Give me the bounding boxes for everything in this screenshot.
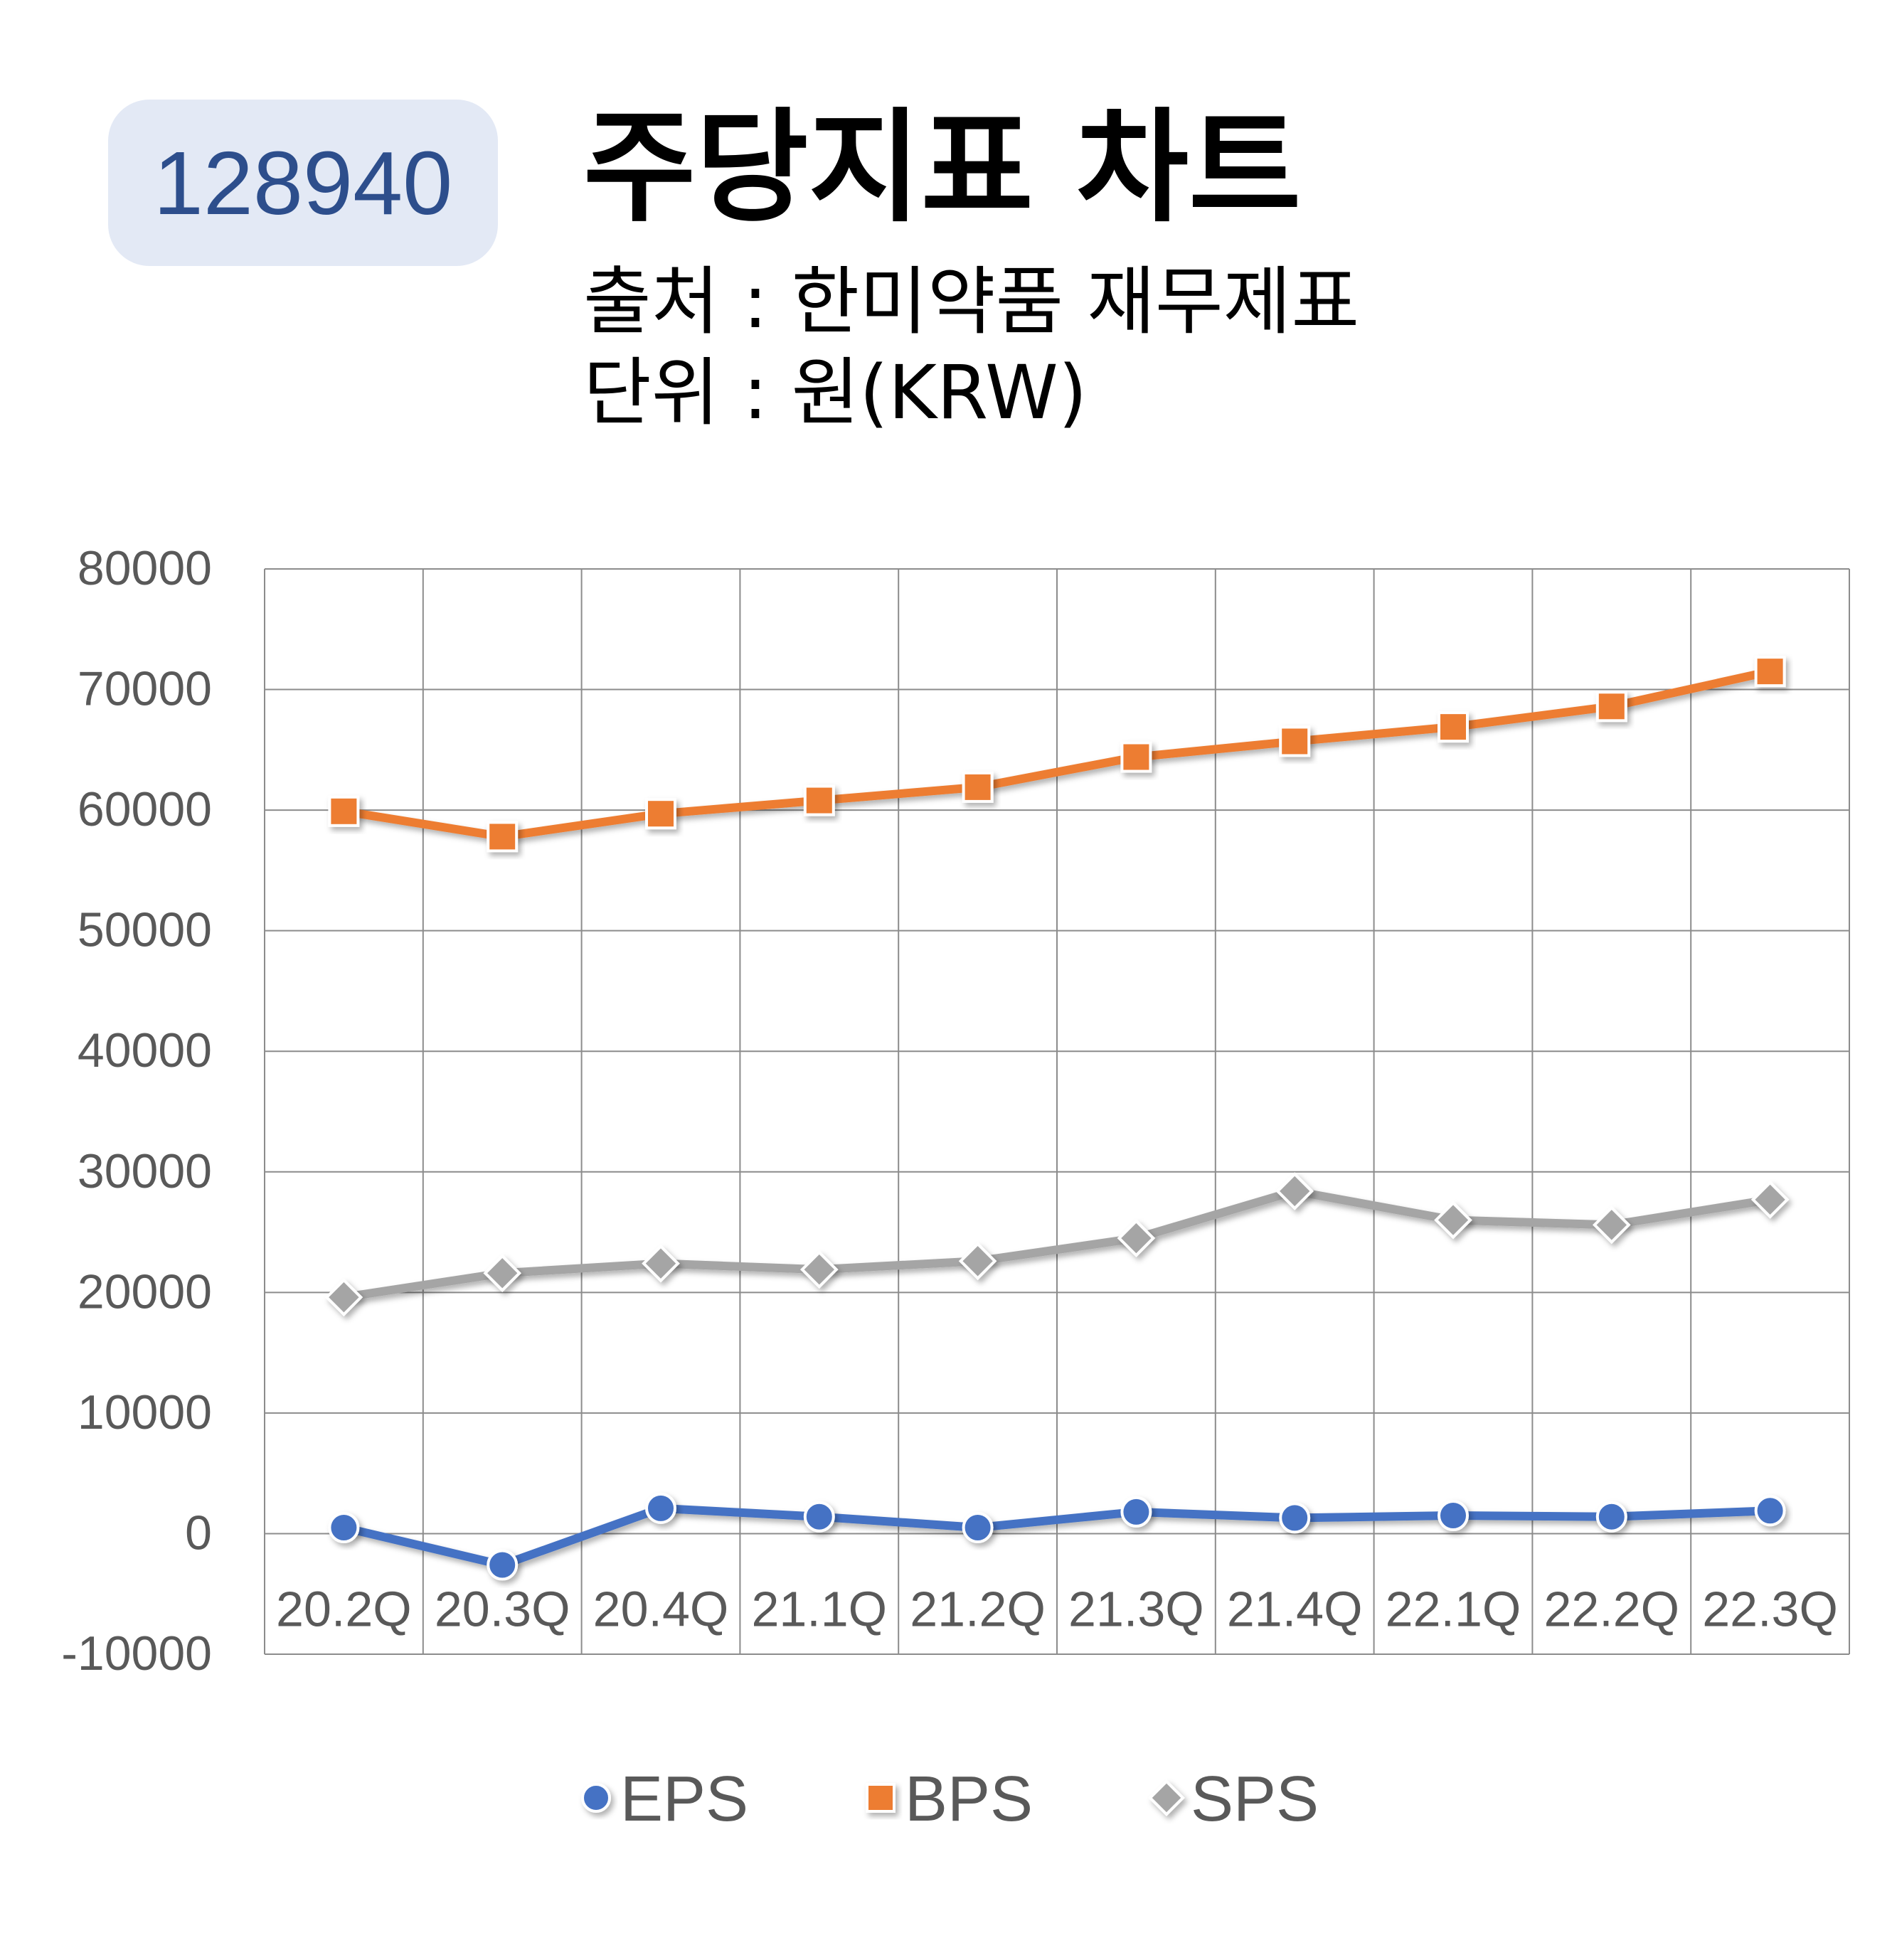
sps-line [339, 1186, 1775, 1302]
sps-point [1592, 1205, 1631, 1245]
bps-point [1120, 741, 1152, 773]
bps-point [1754, 656, 1786, 688]
x-tick-label: 21.3Q [1068, 1581, 1204, 1636]
y-tick-label: 20000 [78, 1264, 212, 1319]
eps-point [1279, 1502, 1311, 1534]
sps-point [1750, 1180, 1790, 1219]
stock-code: 128940 [153, 132, 453, 233]
legend-label: SPS [1191, 1764, 1319, 1835]
y-tick-label: 50000 [78, 903, 212, 957]
sps-point [324, 1278, 363, 1316]
stock-code-badge: 128940 [108, 100, 498, 266]
y-tick-label: 30000 [78, 1144, 212, 1198]
y-tick-label: 0 [185, 1506, 212, 1560]
legend-marker [866, 1783, 896, 1813]
legend-item-eps: EPS [581, 1764, 748, 1835]
bps-point [328, 795, 360, 827]
eps-point [1595, 1501, 1627, 1533]
x-tick-label: 21.1Q [751, 1581, 887, 1636]
eps-point [1120, 1496, 1152, 1528]
legend-label: EPS [620, 1764, 748, 1835]
bps-line [339, 667, 1775, 841]
x-tick-label: 20.4Q [593, 1581, 729, 1636]
legend-label: BPS [905, 1764, 1033, 1835]
y-tick-label: 60000 [78, 782, 212, 836]
sps-point [799, 1250, 839, 1289]
bps-point [803, 784, 835, 816]
bps-point [1279, 725, 1311, 757]
y-tick-label: 70000 [78, 662, 212, 716]
y-tick-label: 10000 [78, 1385, 212, 1439]
x-axis-ticks: 20.2Q 20.3Q 20.4Q 21.1Q 21.2Q 21.3Q 21.4Q 22.1Q… [275, 1580, 1839, 1638]
eps-point [487, 1549, 519, 1581]
chart-title: 주당지표 차트 [583, 96, 1302, 239]
sps-point [483, 1254, 522, 1293]
eps-point [328, 1511, 360, 1543]
x-tick-label: 22.1Q [1386, 1581, 1521, 1636]
x-tick-label: 21.2Q [910, 1581, 1046, 1636]
y-tick-label: -10000 [61, 1626, 212, 1681]
x-tick-label: 20.2Q [276, 1581, 412, 1636]
sps-point [1434, 1200, 1472, 1240]
unit-label: 단위 : 원(KRW) [583, 349, 1088, 436]
x-tick-label: 22.3Q [1702, 1581, 1838, 1636]
series-group [324, 656, 1790, 1581]
bps-point [645, 798, 676, 830]
y-tick-label: 80000 [78, 541, 212, 595]
bps-point [1438, 711, 1469, 743]
sps-point [1275, 1172, 1314, 1210]
source-label: 출처 : 한미약품 재무제표 [583, 258, 1360, 345]
sps-point [1117, 1219, 1156, 1257]
eps-point [1754, 1495, 1786, 1527]
bps-point [487, 821, 519, 853]
x-tick-label: 21.4Q [1227, 1581, 1363, 1636]
eps-point [803, 1501, 835, 1533]
y-tick-label: 40000 [78, 1023, 212, 1077]
eps-point [645, 1492, 676, 1524]
eps-line [339, 1503, 1775, 1570]
bps-point [1595, 691, 1627, 723]
legend-item-sps: SPS [1148, 1764, 1319, 1835]
legend-marker [581, 1783, 611, 1813]
legend-marker [1148, 1779, 1185, 1816]
bps-point [962, 771, 994, 803]
eps-point [962, 1511, 994, 1543]
x-tick-label: 20.3Q [435, 1581, 570, 1636]
sps-point [958, 1242, 997, 1281]
eps-point [1438, 1500, 1469, 1532]
legend-item-bps: BPS [866, 1764, 1033, 1835]
gridlines [264, 568, 1850, 1655]
legend: EPS BPS SPS [581, 1764, 1319, 1835]
y-axis-ticks: 80000 70000 60000 50000 40000 30000 20000 10000… [61, 541, 212, 1681]
x-tick-label: 22.2Q [1543, 1581, 1679, 1636]
sps-point [642, 1244, 680, 1283]
